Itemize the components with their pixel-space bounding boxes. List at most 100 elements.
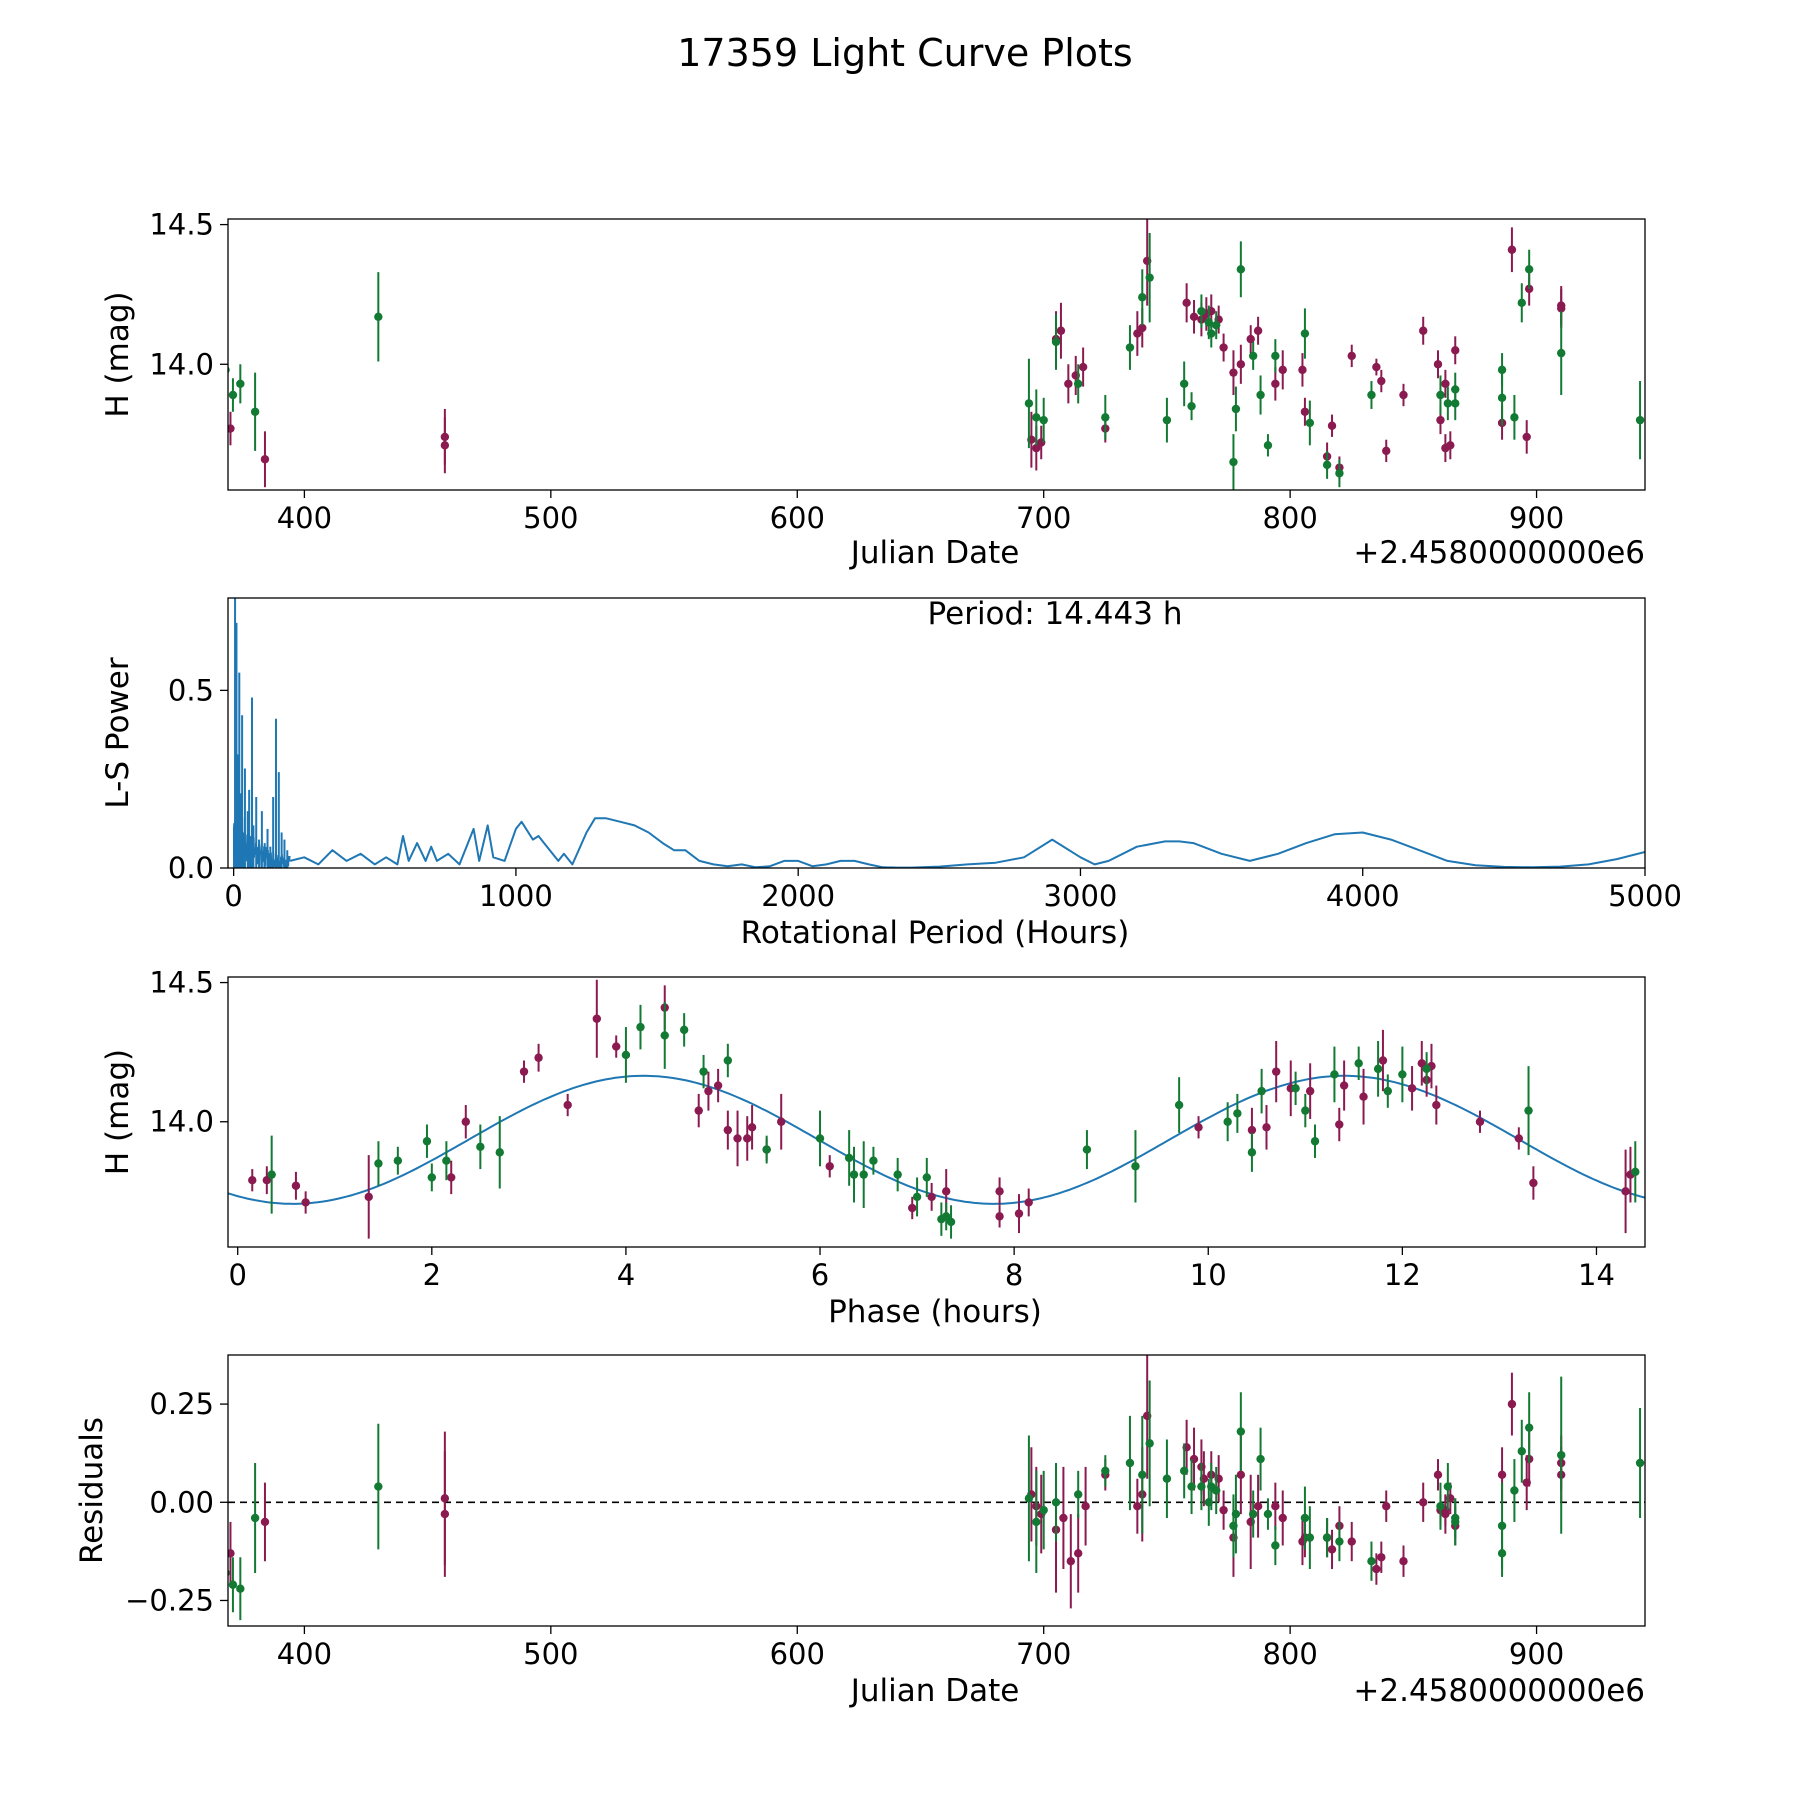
data-point-r [1382,1502,1391,1511]
data-point-r [1417,1059,1426,1068]
data-point-g [1162,415,1172,425]
data-point-r [440,1509,450,1519]
x-tick-label: 14 [1578,1258,1615,1292]
data-point-r [519,1067,529,1076]
data-point-r [1305,1086,1315,1096]
panel-phase-fold: 0 2 4 6 8 10 12 14 14.0 14.5 Phase (hours) H (mag) [100,966,1646,1330]
data-point-r [1347,1537,1356,1546]
data-point-g [442,1156,451,1165]
data-point-g [1557,1450,1566,1460]
data-point-g [1300,329,1310,338]
x-tick-label: 2000 [761,879,835,913]
data-point-g [946,1217,956,1227]
data-point-r [1246,334,1255,344]
data-point-r [1382,446,1391,456]
panel-light-curve: 400 500 600 700 800 900 14.0 14.5 Julian Date H (… [100,208,1646,571]
data-point-g [1301,1106,1310,1115]
y-tick-label: −0.25 [125,1583,214,1617]
data-point-g [1367,1556,1376,1566]
data-point-r [563,1100,572,1110]
data-point-r [301,1198,310,1207]
data-point-r [364,1192,373,1202]
data-point-r [1377,1553,1386,1562]
data-point-g [1510,1486,1519,1495]
data-point-g [1271,1541,1280,1550]
data-point-g [1335,1537,1344,1546]
data-point-r [1327,421,1337,430]
y-axis-label: Residuals [74,1417,110,1564]
data-point-g [1256,390,1265,400]
data-point-r [1433,1470,1443,1479]
data-point-r [1522,432,1531,442]
data-point-r [534,1053,543,1062]
data-point-g [1179,379,1189,389]
x-tick-label: 1000 [479,879,553,913]
data-point-g [1024,1494,1034,1503]
panel-residuals: 400 500 600 700 800 900 −0.25 0.00 0.25 Julian Da… [74,1354,1646,1709]
x-axis-label: Rotational Period (Hours) [741,915,1130,951]
x-axis-label: Julian Date [849,535,1020,571]
data-point-g [1039,415,1048,425]
data-point-g [1051,1498,1061,1507]
data-point-g [1263,441,1273,450]
data-point-r [1507,1399,1517,1409]
data-point-r [1024,1198,1033,1207]
data-point-g [1322,1533,1332,1542]
data-point-g [1310,1137,1320,1146]
y-tick-label: 14.0 [149,1105,214,1139]
data-point-g [1074,379,1083,389]
y-tick-label: 0.0 [168,851,214,885]
data-point-g [1305,418,1315,428]
x-tick-label: 900 [1509,501,1564,535]
data-point-r [1081,1502,1090,1511]
data-point-g [1223,1117,1232,1126]
data-point-r [942,1187,951,1196]
data-point-r [1194,1123,1203,1132]
data-point-r [1298,365,1307,375]
data-point-r [1372,362,1381,372]
axes-frame [227,976,1646,1248]
data-point-g [1524,1423,1534,1432]
data-point-r [228,424,235,433]
data-point-r [1432,1100,1441,1110]
data-point-g [1174,1100,1184,1110]
data-point-g [374,312,383,321]
data-point-r [1497,1470,1507,1479]
data-point-r [1436,415,1445,425]
data-point-g [1263,1509,1273,1519]
data-point-g [1635,1458,1645,1468]
data-point-r [777,1117,786,1126]
data-point-g [660,1031,669,1040]
data-point-g [1207,329,1216,338]
plot-area [232,598,1645,868]
data-point-g [1187,1482,1196,1491]
data-point-g [1257,1086,1266,1096]
data-point-g [1138,1470,1147,1479]
data-point-g [1305,1533,1315,1542]
data-point-r [1182,298,1191,308]
data-point-g [844,1153,854,1163]
data-point-g [1212,1486,1221,1495]
data-point-g [1212,320,1221,330]
data-point-r [1419,1498,1428,1507]
data-point-g [1197,1482,1206,1491]
data-point-r [260,455,270,464]
data-point-r [461,1117,470,1126]
x-tick-label: 0 [228,1258,246,1292]
data-point-g [1398,1070,1407,1079]
data-point-g [1032,1517,1041,1527]
data-point-g [1497,1521,1507,1531]
period-annotation: Period: 14.443 h [928,596,1183,632]
data-point-g [236,379,245,389]
data-point-r [1078,362,1088,372]
data-point-g [1229,457,1238,467]
x-tick-label: 8 [1005,1258,1023,1292]
data-point-r [1441,379,1450,389]
data-point-g [1524,1106,1533,1115]
data-point-r [1433,360,1443,369]
y-axis-label: H (mag) [100,1049,136,1175]
data-point-r [1529,1178,1538,1188]
data-point-r [1399,1556,1408,1566]
data-point-r [1138,323,1147,333]
